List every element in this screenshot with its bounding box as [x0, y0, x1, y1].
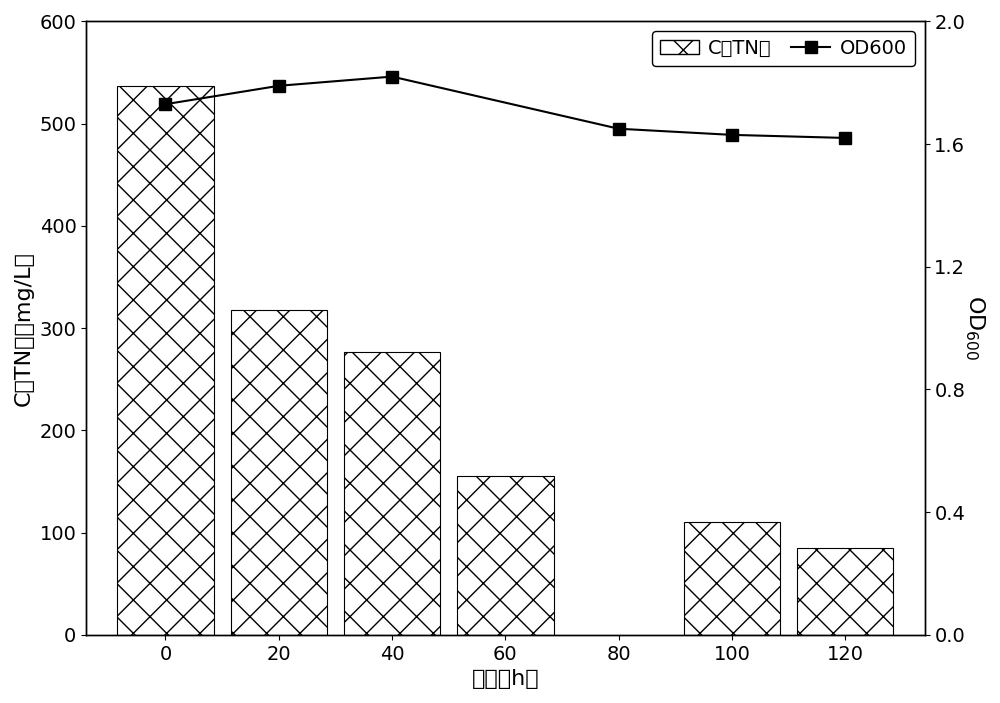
Y-axis label: OD$_{600}$: OD$_{600}$ [963, 295, 986, 361]
X-axis label: 时间（h）: 时间（h） [472, 669, 539, 689]
Bar [231, 310, 327, 635]
Y-axis label: C（TN）（mg/L）: C（TN）（mg/L） [14, 251, 34, 406]
Bar [117, 86, 214, 635]
Bar [797, 548, 893, 635]
Bar [457, 477, 554, 635]
Bar [344, 352, 440, 635]
Legend: C（TN）, OD600: C（TN）, OD600 [652, 31, 915, 65]
Bar [684, 522, 780, 635]
